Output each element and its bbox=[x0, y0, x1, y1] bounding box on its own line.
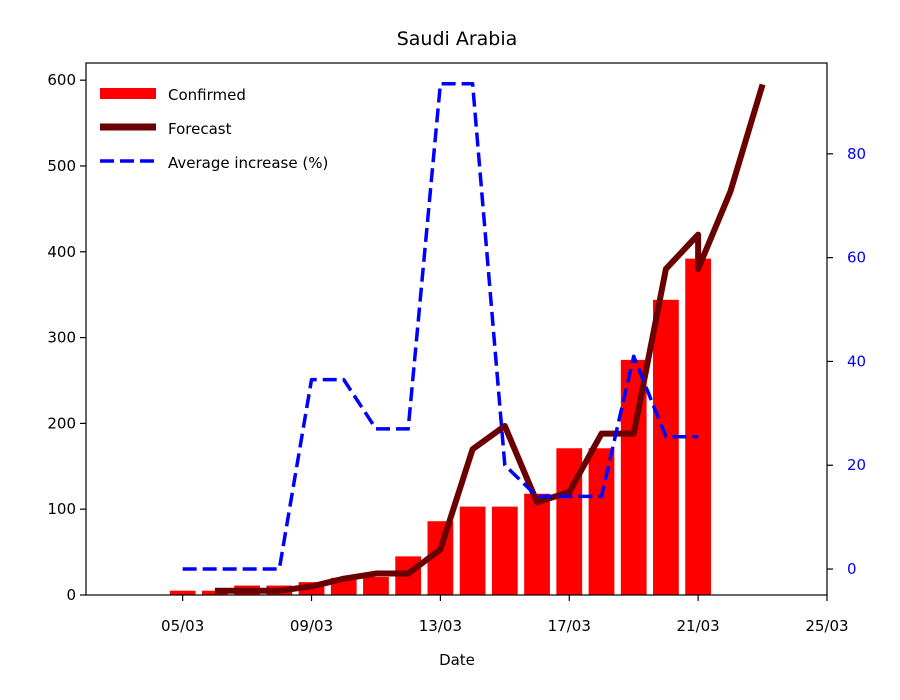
x-axis-label: Date bbox=[439, 651, 475, 669]
bar-confirmed bbox=[588, 448, 615, 595]
bar-confirmed bbox=[169, 590, 196, 595]
bar-confirmed bbox=[653, 299, 679, 595]
y-tick-label: 400 bbox=[47, 243, 76, 261]
bar-confirmed bbox=[363, 576, 389, 595]
bar-confirmed bbox=[491, 506, 518, 595]
x-tick-label: 13/03 bbox=[419, 617, 462, 635]
legend-swatch-confirmed bbox=[100, 88, 156, 99]
chart-title: Saudi Arabia bbox=[397, 28, 518, 50]
x-tick-label: 05/03 bbox=[161, 617, 204, 635]
bar-confirmed bbox=[524, 493, 550, 595]
legend-label-average: Average increase (%) bbox=[168, 154, 328, 172]
legend-label-confirmed: Confirmed bbox=[168, 86, 246, 104]
y-tick-label: 0 bbox=[66, 586, 76, 604]
y2-tick-label: 80 bbox=[847, 145, 866, 163]
y-tick-label: 200 bbox=[47, 414, 76, 432]
x-tick-label: 21/03 bbox=[677, 617, 720, 635]
y-tick-label: 300 bbox=[47, 329, 76, 347]
average-increase-line bbox=[182, 82, 699, 571]
y-tick-label: 500 bbox=[47, 157, 76, 175]
bar-confirmed bbox=[685, 258, 712, 595]
x-tick-label: 17/03 bbox=[548, 617, 591, 635]
legend-label-forecast: Forecast bbox=[168, 120, 232, 138]
y-tick-label: 100 bbox=[47, 500, 76, 518]
y-tick-label: 600 bbox=[47, 71, 76, 89]
series-lines bbox=[182, 82, 766, 594]
y2-tick-label: 0 bbox=[847, 560, 857, 578]
legend: Confirmed Forecast Average increase (%) bbox=[100, 86, 328, 172]
y-axis-right: 0 20 40 60 80 bbox=[827, 145, 866, 578]
plot-frame bbox=[85, 62, 828, 596]
x-tick-label: 09/03 bbox=[290, 617, 333, 635]
bar-confirmed bbox=[459, 506, 486, 595]
x-axis: 05/03 09/03 13/03 17/03 21/03 25/03 bbox=[161, 595, 849, 635]
y-axis-left: 0 100 200 300 400 500 600 bbox=[47, 71, 86, 604]
y2-tick-label: 40 bbox=[847, 352, 866, 370]
forecast-line bbox=[214, 83, 766, 594]
confirmed-bars bbox=[169, 258, 712, 595]
y2-tick-label: 20 bbox=[847, 456, 866, 474]
y2-tick-label: 60 bbox=[847, 249, 866, 267]
x-tick-label: 25/03 bbox=[805, 617, 848, 635]
